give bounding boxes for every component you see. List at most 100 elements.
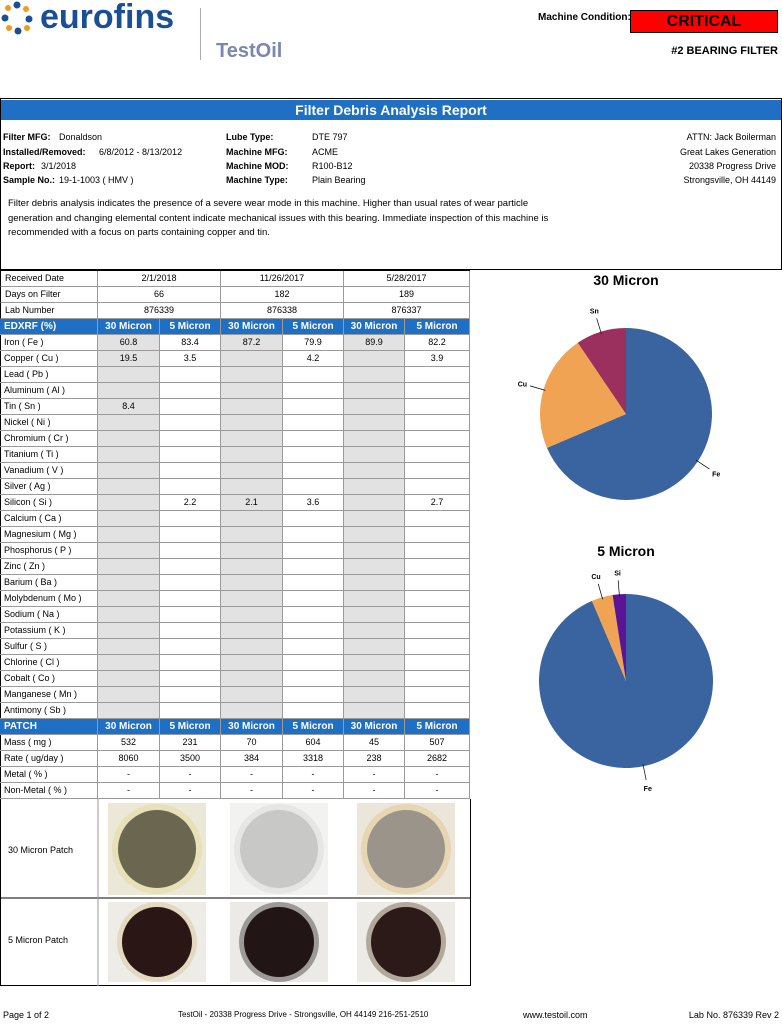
row-label: Calcium ( Ca ) [0, 511, 98, 527]
cell: 4.2 [283, 351, 344, 367]
cell: 2.7 [405, 495, 470, 511]
cell [405, 703, 470, 719]
pie-slice [612, 594, 626, 681]
leader-line [597, 583, 603, 600]
cell: 238 [344, 751, 405, 767]
cell: 5/28/2017 [344, 271, 470, 287]
cell [405, 383, 470, 399]
cell [160, 623, 221, 639]
row-label: Iron ( Fe ) [0, 335, 98, 351]
cell: - [160, 767, 221, 783]
logo: eurofins [40, 0, 175, 36]
cell [221, 623, 283, 639]
cell [283, 591, 344, 607]
cell [283, 543, 344, 559]
column-header: 5 Micron [160, 319, 221, 335]
cell [344, 479, 405, 495]
cell [344, 415, 405, 431]
cell: 79.9 [283, 335, 344, 351]
cell: 876339 [98, 303, 221, 319]
cell [344, 495, 405, 511]
info-label: Report: [3, 161, 35, 171]
row-label: Days on Filter [0, 287, 98, 303]
footer-page: Page 1 of 2 [3, 1010, 50, 1020]
info-label: Installed/Removed: [3, 147, 86, 157]
info-label: Lube Type: [226, 132, 274, 142]
pie-title: 30 Micron [593, 272, 658, 288]
cell [344, 447, 405, 463]
cell [344, 463, 405, 479]
cell [221, 479, 283, 495]
row-label: Manganese ( Mn ) [0, 687, 98, 703]
cell: 876337 [344, 303, 470, 319]
pie-title: 5 Micron [597, 543, 655, 559]
row-label: Zinc ( Zn ) [0, 559, 98, 575]
cell [221, 399, 283, 415]
row-label: Antimony ( Sb ) [0, 703, 98, 719]
cell [283, 655, 344, 671]
cell: 532 [98, 735, 160, 751]
address-line: 20338 Progress Drive [688, 161, 776, 171]
cell [160, 559, 221, 575]
cell [160, 655, 221, 671]
cell [98, 495, 160, 511]
row-label: Molybdenum ( Mo ) [0, 591, 98, 607]
cell [344, 527, 405, 543]
slice-label: Sn [590, 309, 599, 316]
cell [160, 575, 221, 591]
cell [98, 527, 160, 543]
footer-address: TestOil - 20338 Progress Drive - Strongs… [178, 1010, 429, 1019]
cell [160, 703, 221, 719]
column-header: 5 Micron [160, 719, 221, 735]
cell [160, 511, 221, 527]
cell [283, 383, 344, 399]
cell [405, 543, 470, 559]
row-label: Vanadium ( V ) [0, 463, 98, 479]
cell: 11/26/2017 [221, 271, 344, 287]
row-label: Aluminum ( Al ) [0, 383, 98, 399]
pie-charts: 30 Micron Fe Cu Sn 5 Micron Fe Cu Si [518, 272, 721, 793]
cell: - [221, 783, 283, 799]
cell [405, 607, 470, 623]
cell [160, 383, 221, 399]
cell [283, 431, 344, 447]
cell [405, 367, 470, 383]
cell: 3500 [160, 751, 221, 767]
cell [344, 543, 405, 559]
patch-label: 30 Micron Patch [8, 845, 74, 855]
cell [98, 607, 160, 623]
leader-line [529, 385, 546, 391]
cell: 182 [221, 287, 344, 303]
cell [405, 447, 470, 463]
row-label: Tin ( Sn ) [0, 399, 98, 415]
row-label: Titanium ( Ti ) [0, 447, 98, 463]
address-line: ATTN: Jack Boilerman [686, 132, 776, 142]
leader-line [642, 764, 647, 781]
component: #2 BEARING FILTER [671, 45, 778, 57]
row-label: Mass ( mg ) [0, 735, 98, 751]
cell: 507 [405, 735, 470, 751]
cell [344, 591, 405, 607]
cell [98, 543, 160, 559]
cell [221, 527, 283, 543]
cell [283, 415, 344, 431]
cell: 3.9 [405, 351, 470, 367]
cell: 384 [221, 751, 283, 767]
column-header: 30 Micron [221, 719, 283, 735]
cell [344, 367, 405, 383]
cell [405, 639, 470, 655]
cell: 604 [283, 735, 344, 751]
info-label: Machine Type: [226, 175, 288, 185]
cell [405, 671, 470, 687]
cell [283, 687, 344, 703]
cell [344, 559, 405, 575]
column-header: 30 Micron [98, 719, 160, 735]
cell [221, 607, 283, 623]
cell [405, 687, 470, 703]
cell [221, 367, 283, 383]
column-header: 5 Micron [405, 719, 470, 735]
cell [98, 639, 160, 655]
cell [221, 687, 283, 703]
row-label: Phosphorus ( P ) [0, 543, 98, 559]
